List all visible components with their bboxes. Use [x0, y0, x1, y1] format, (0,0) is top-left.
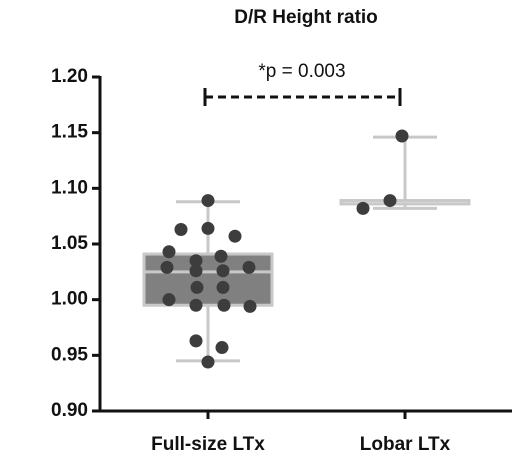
data-point — [217, 298, 231, 312]
data-point — [189, 298, 203, 312]
data-point — [201, 194, 215, 208]
y-tick-label: 1.10 — [51, 177, 88, 198]
data-point — [189, 334, 203, 348]
x-tick-label: Full-size LTx — [151, 434, 265, 455]
significance-bracket — [203, 88, 402, 106]
y-tick-label: 1.05 — [51, 233, 88, 254]
data-point — [201, 221, 215, 235]
data-point — [228, 229, 242, 243]
y-tick-label: 1.00 — [51, 289, 88, 310]
y-tick-label: 0.90 — [51, 400, 88, 421]
data-point — [215, 341, 229, 355]
data-point — [162, 245, 176, 259]
data-point — [242, 260, 256, 274]
annotation: *p = 0.003 — [258, 61, 345, 82]
data-point — [162, 293, 176, 307]
data-point — [189, 254, 203, 268]
y-tick-label: 1.15 — [51, 122, 88, 143]
data-point — [201, 355, 215, 369]
data-point — [160, 260, 174, 274]
data-point — [174, 223, 188, 237]
y-tick-label: 0.95 — [51, 344, 88, 365]
data-point — [214, 249, 228, 263]
data-point — [356, 201, 370, 215]
data-point — [216, 264, 230, 278]
x-tick-label: Lobar LTx — [360, 434, 451, 455]
data-point — [395, 129, 409, 143]
data-point — [216, 280, 230, 294]
data-point — [190, 280, 204, 294]
chart-title: D/R Height ratio — [234, 7, 378, 28]
data-point — [383, 194, 397, 208]
data-point — [189, 264, 203, 278]
data-point — [243, 299, 257, 313]
y-tick-label: 1.20 — [51, 66, 88, 87]
